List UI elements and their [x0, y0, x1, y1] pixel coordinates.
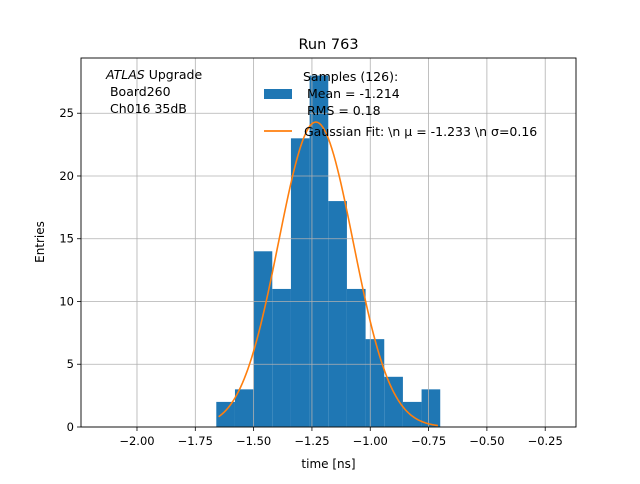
y-ticks: 0 5 10 15 20 25 — [59, 106, 81, 434]
histogram-bar — [216, 401, 235, 427]
histogram-bar — [421, 389, 441, 427]
board-label: Board260 — [106, 84, 171, 99]
upgrade-label: Upgrade — [145, 67, 203, 82]
x-tick-label: −0.50 — [469, 434, 504, 448]
axes-frame — [80, 57, 577, 428]
legend-samples-line1: Samples (126): — [303, 69, 398, 84]
channel-label: Ch016 35dB — [106, 101, 187, 116]
legend-samples-line2: Mean = -1.214 — [303, 86, 400, 101]
x-tick-label: −1.50 — [236, 434, 271, 448]
svg-text:ATLAS Upgrade: ATLAS Upgrade — [105, 67, 202, 82]
atlas-label: ATLAS — [105, 67, 145, 82]
gaussian-fit-curve — [218, 121, 439, 427]
histogram-bar — [384, 376, 403, 427]
y-tick-label: 25 — [59, 106, 74, 120]
x-tick-label: −1.25 — [294, 434, 329, 448]
histogram-bar — [309, 75, 329, 428]
legend: Samples (126): Mean = -1.214 RMS = 0.18 … — [264, 69, 537, 139]
x-tick-label: −0.75 — [411, 434, 446, 448]
y-tick-label: 0 — [67, 420, 74, 434]
x-tick-label: −1.00 — [353, 434, 388, 448]
atlas-annotation: ATLAS Upgrade Board260 Ch016 35dB — [105, 67, 202, 116]
chart-title: Run 763 — [298, 37, 358, 53]
x-tick-label: −1.75 — [178, 434, 213, 448]
x-ticks: −2.00 −1.75 −1.50 −1.25 −1.00 −0.75 −0.50 −0.25 — [119, 427, 563, 448]
legend-swatch-samples — [264, 89, 292, 99]
legend-samples-line3: RMS = 0.18 — [303, 103, 381, 118]
x-tick-label: −0.25 — [528, 434, 563, 448]
legend-fit-label: Gaussian Fit: \n μ = -1.233 \n σ=0.16 — [304, 124, 537, 139]
y-tick-label: 15 — [59, 232, 74, 246]
histogram-bar — [346, 288, 366, 427]
y-axis-label: Entries — [33, 221, 47, 263]
y-tick-label: 5 — [67, 357, 74, 371]
histogram-bar — [328, 201, 347, 427]
x-tick-label: −2.00 — [119, 434, 154, 448]
histogram-bar — [234, 389, 254, 427]
y-tick-label: 20 — [59, 169, 74, 183]
histogram-bar — [272, 288, 291, 427]
histogram-bar — [402, 401, 422, 427]
y-tick-label: 10 — [59, 294, 74, 308]
histogram-bar — [365, 339, 385, 427]
histogram-bar — [290, 138, 310, 427]
x-axis-label: time [ns] — [301, 457, 355, 471]
